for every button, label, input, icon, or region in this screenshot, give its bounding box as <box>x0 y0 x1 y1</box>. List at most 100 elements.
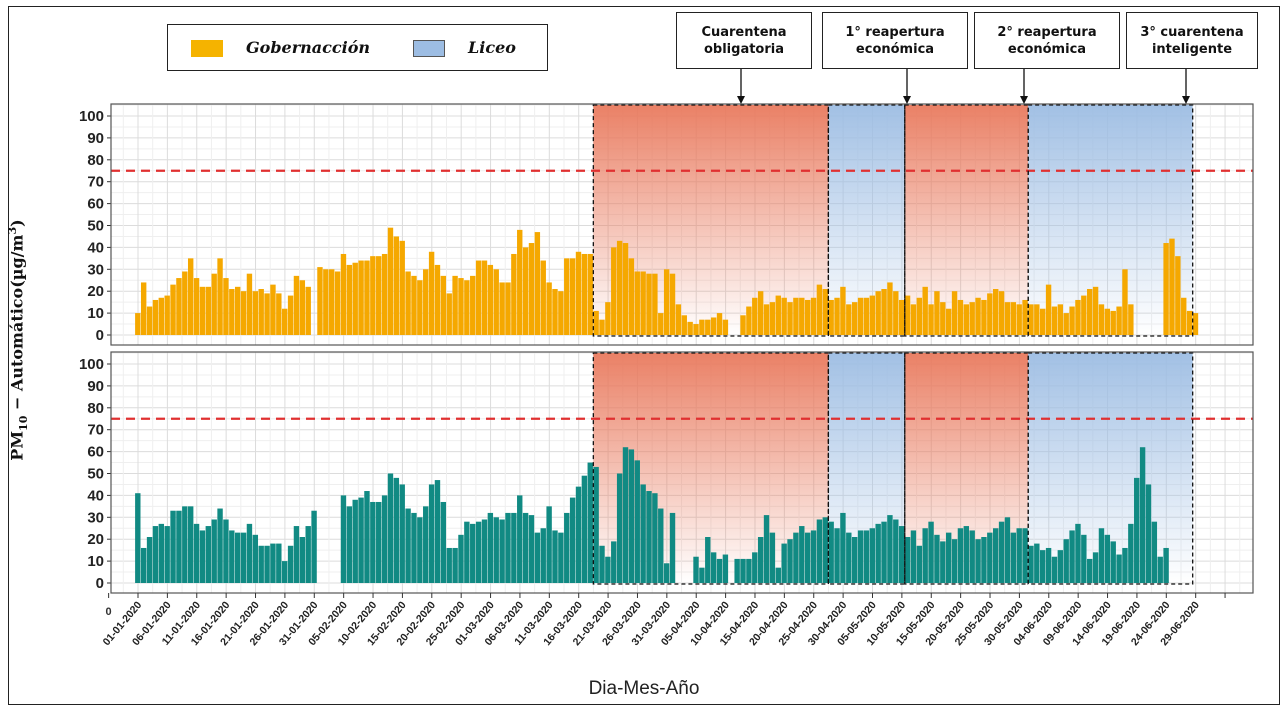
bar-gobernaccion <box>1087 289 1093 335</box>
bar-gobernaccion <box>622 243 629 335</box>
y-tick-label: 80 <box>87 400 104 417</box>
bar-gobernaccion <box>1022 299 1028 335</box>
bar-liceo <box>705 537 711 583</box>
y-tick-label: 50 <box>87 218 104 235</box>
bar-liceo <box>940 541 946 583</box>
bar-liceo <box>769 532 776 583</box>
bar-gobernaccion <box>640 271 646 335</box>
bar-gobernaccion <box>399 240 405 335</box>
y-tick-label: 90 <box>87 130 104 147</box>
bar-liceo <box>1110 541 1116 583</box>
bar-gobernaccion <box>334 271 341 335</box>
bar-liceo <box>857 530 864 583</box>
bar-gobernaccion <box>763 304 770 335</box>
y-tick-label: 30 <box>87 509 104 526</box>
legend-swatch-liceo <box>413 40 445 57</box>
bar-liceo <box>528 515 535 583</box>
y-tick-label: 40 <box>87 487 104 504</box>
bar-gobernaccion <box>217 258 223 335</box>
bar-gobernaccion <box>904 295 911 335</box>
bar-gobernaccion <box>211 273 217 335</box>
bar-liceo <box>170 510 176 583</box>
bar-gobernaccion <box>187 258 194 335</box>
bar-liceo <box>816 519 823 583</box>
bar-liceo <box>1069 530 1075 583</box>
bar-liceo <box>1075 523 1081 583</box>
y-tick-label: 10 <box>87 305 104 322</box>
bar-gobernaccion <box>828 299 834 335</box>
bar-gobernaccion <box>564 258 570 335</box>
bar-gobernaccion <box>934 291 940 335</box>
bar-gobernaccion <box>681 315 687 335</box>
bar-liceo <box>299 537 306 583</box>
y-tick-label: 80 <box>87 152 104 169</box>
bar-gobernaccion <box>481 260 488 335</box>
legend: Gobernacción Liceo <box>167 24 548 71</box>
bar-liceo <box>264 545 270 583</box>
y-tick-label: 10 <box>87 553 104 570</box>
bar-liceo <box>957 528 964 583</box>
bar-gobernaccion <box>987 293 993 335</box>
bar-gobernaccion <box>1104 308 1111 335</box>
bar-liceo <box>252 534 259 583</box>
bar-gobernaccion <box>1122 269 1128 335</box>
bar-liceo <box>740 558 746 583</box>
bar-gobernaccion <box>540 260 546 335</box>
bar-liceo <box>440 501 447 583</box>
bar-gobernaccion <box>487 264 494 335</box>
bar-gobernaccion <box>182 271 188 335</box>
bar-gobernaccion <box>1175 256 1181 335</box>
bar-gobernaccion <box>693 324 699 335</box>
bar-liceo <box>1157 556 1163 583</box>
bar-gobernaccion <box>593 310 599 335</box>
bar-liceo <box>499 519 505 583</box>
bar-liceo <box>1016 528 1022 583</box>
bar-liceo <box>358 497 364 583</box>
phase-label-cuarentena: Cuarentena obligatoria <box>676 12 812 69</box>
bar-gobernaccion <box>1075 299 1081 335</box>
bar-liceo <box>146 537 153 583</box>
bar-liceo <box>710 552 717 583</box>
bar-gobernaccion <box>1081 295 1087 335</box>
bar-liceo <box>975 539 981 583</box>
phase-arrowhead-4 <box>1182 96 1190 104</box>
bar-gobernaccion <box>945 308 952 335</box>
bar-gobernaccion <box>699 319 705 335</box>
y-tick-label: 20 <box>87 283 104 300</box>
bar-liceo <box>534 532 541 583</box>
bar-liceo <box>869 528 875 583</box>
bar-gobernaccion <box>869 295 875 335</box>
bar-gobernaccion <box>346 264 353 335</box>
bar-gobernaccion <box>1169 238 1175 335</box>
bar-liceo <box>1028 545 1034 583</box>
bar-gobernaccion <box>470 275 476 335</box>
bar-gobernaccion <box>258 289 264 335</box>
bar-liceo <box>393 477 400 583</box>
bar-gobernaccion <box>170 284 176 335</box>
bar-gobernaccion <box>646 273 652 335</box>
bar-liceo <box>752 552 758 583</box>
bar-gobernaccion <box>587 253 593 335</box>
bar-liceo <box>652 493 658 583</box>
bar-liceo <box>734 558 740 583</box>
bar-gobernaccion <box>740 315 746 335</box>
bar-gobernaccion <box>1045 284 1052 335</box>
bar-liceo <box>793 532 799 583</box>
period-border-4 <box>1027 104 1194 337</box>
bar-gobernaccion <box>305 286 311 335</box>
y-tick-label: 40 <box>87 239 104 256</box>
bar-liceo <box>828 521 834 583</box>
bar-liceo <box>893 519 899 583</box>
bar-gobernaccion <box>916 297 923 335</box>
bar-gobernaccion <box>405 271 411 335</box>
bar-gobernaccion <box>705 319 711 335</box>
bar-gobernaccion <box>775 295 781 335</box>
period-shade-1 <box>593 353 829 583</box>
bar-gobernaccion <box>1116 306 1122 335</box>
bar-gobernaccion <box>975 297 981 335</box>
bar-gobernaccion <box>282 308 288 335</box>
bar-liceo <box>699 567 705 583</box>
bar-liceo <box>217 508 223 583</box>
bar-liceo <box>663 563 670 583</box>
bar-liceo <box>1034 543 1040 583</box>
